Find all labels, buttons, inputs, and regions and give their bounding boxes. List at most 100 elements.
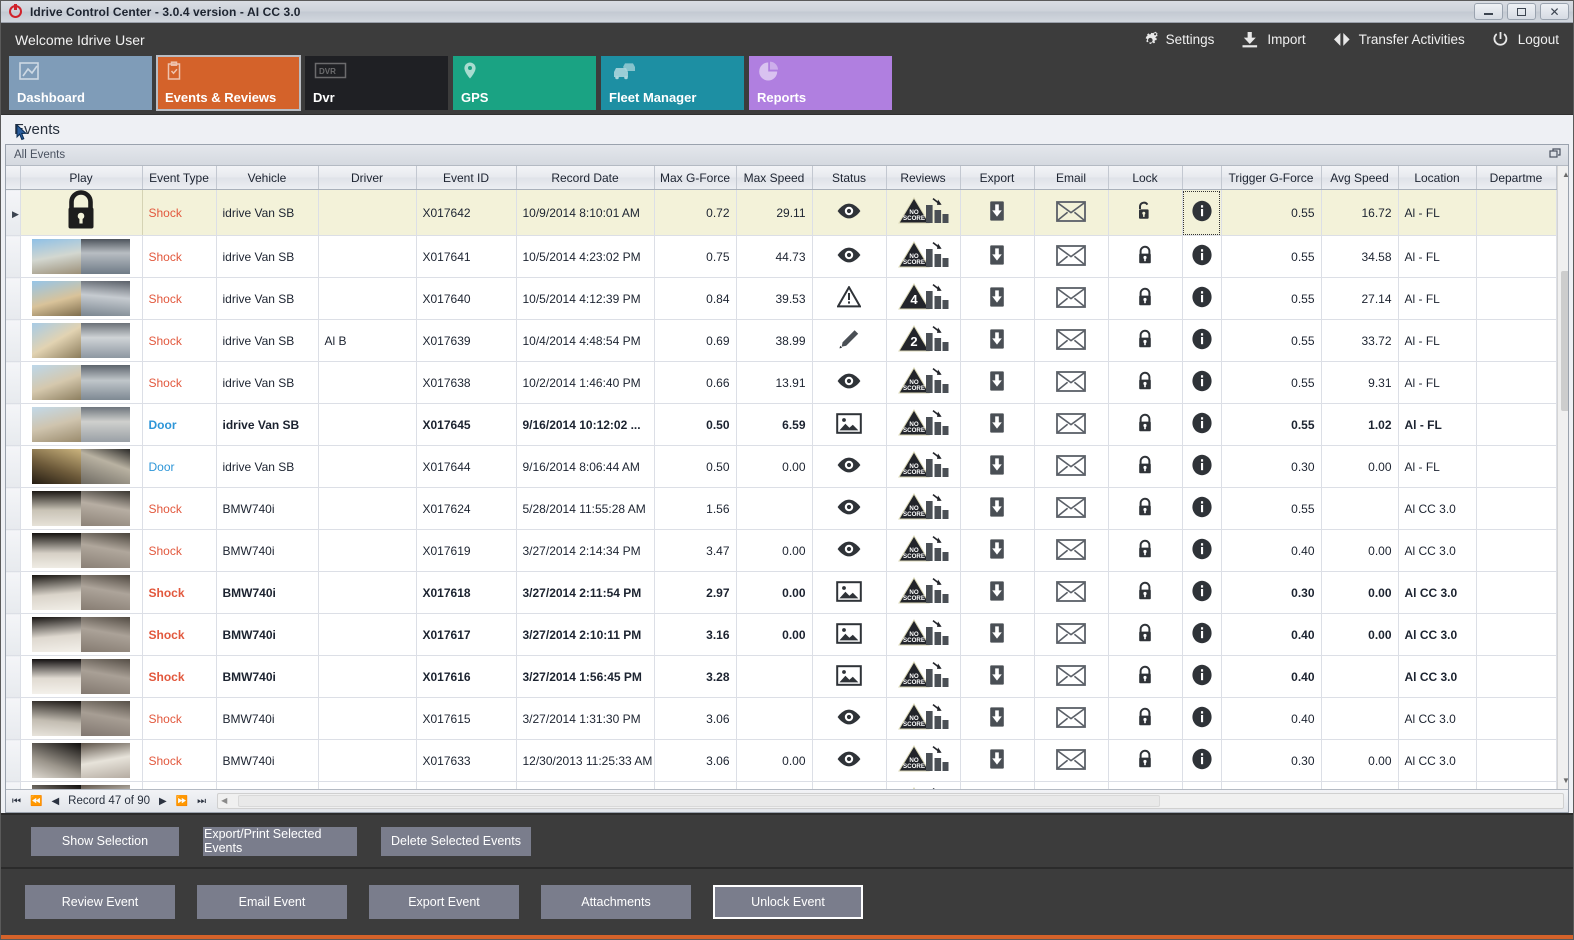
cell-email[interactable] (1034, 529, 1109, 572)
table-row[interactable]: Shock BMW740i X017633 12/30/2013 11:25:33 A… (6, 739, 1557, 782)
import-menu-item[interactable]: Import (1240, 31, 1306, 49)
cell-play[interactable] (20, 655, 143, 698)
info-icon[interactable] (1191, 244, 1213, 269)
cell-play[interactable] (20, 613, 143, 656)
review-event-button[interactable]: Review Event (25, 885, 175, 919)
th-reviews[interactable]: Reviews (886, 166, 961, 190)
email-envelope-icon[interactable] (1056, 664, 1086, 689)
lock-closed-icon[interactable] (1135, 455, 1155, 479)
cell-email[interactable] (1034, 487, 1109, 530)
th-event-type[interactable]: Event Type (142, 166, 217, 190)
cell-status[interactable] (812, 445, 887, 488)
table-row[interactable]: Shock BMW740i X017617 3/27/2014 2:10:11 PM 3… (6, 613, 1557, 656)
cell-status[interactable] (812, 319, 887, 362)
cell-lock[interactable] (1108, 319, 1183, 362)
info-icon[interactable] (1191, 538, 1213, 563)
export-print-selected-events-button[interactable]: Export/Print Selected Events (203, 826, 357, 856)
cell-email[interactable] (1034, 697, 1109, 740)
info-icon[interactable] (1191, 496, 1213, 521)
cell-info[interactable] (1182, 445, 1222, 488)
module-tab-gps[interactable]: GPS (453, 56, 596, 110)
info-icon[interactable] (1191, 454, 1213, 479)
info-icon[interactable] (1191, 200, 1213, 225)
export-download-icon[interactable] (986, 581, 1008, 605)
module-tab-dvr[interactable]: DVR Dvr (305, 56, 448, 110)
cell-info[interactable] (1182, 361, 1222, 404)
lock-closed-icon[interactable] (1135, 329, 1155, 353)
event-thumbnail[interactable] (31, 365, 131, 400)
table-row[interactable]: Door idrive Van SB X017644 9/16/2014 8:06:4… (6, 445, 1557, 488)
cell-play[interactable] (20, 189, 143, 236)
lock-open-icon[interactable] (1135, 201, 1155, 225)
eye-icon[interactable] (836, 709, 862, 729)
cell-export[interactable] (960, 189, 1035, 236)
email-envelope-icon[interactable] (1056, 328, 1086, 353)
row-indicator[interactable] (6, 739, 21, 782)
cell-lock[interactable] (1108, 277, 1183, 320)
row-indicator[interactable] (6, 529, 21, 572)
th-vehicle[interactable]: Vehicle (216, 166, 319, 190)
cell-lock[interactable] (1108, 529, 1183, 572)
unlock-event-button[interactable]: Unlock Event (713, 885, 863, 919)
email-envelope-icon[interactable] (1056, 200, 1086, 225)
lock-closed-icon[interactable] (1135, 665, 1155, 689)
cell-info[interactable] (1182, 529, 1222, 572)
row-indicator[interactable] (6, 319, 21, 362)
table-row[interactable]: ▶ Shock idrive Van SB X017642 10/9/2014 8:10… (6, 189, 1557, 236)
table-row[interactable]: Shock BMW740i X017619 3/27/2014 2:14:34 PM 3… (6, 529, 1557, 572)
image-icon[interactable] (836, 622, 862, 647)
review-score-icon[interactable]: NO SCORE (897, 493, 949, 525)
pager-first-button[interactable]: ⏮ (12, 795, 21, 807)
cell-status[interactable] (812, 487, 887, 530)
cell-lock[interactable] (1108, 235, 1183, 278)
row-indicator[interactable] (6, 571, 21, 614)
cell-email[interactable] (1034, 655, 1109, 698)
cell-status[interactable] (812, 571, 887, 614)
cell-status[interactable] (812, 361, 887, 404)
lock-closed-icon[interactable] (1135, 287, 1155, 311)
pencil-icon[interactable] (837, 330, 861, 353)
review-score-icon[interactable]: NO SCORE (897, 745, 949, 777)
export-download-icon[interactable] (986, 623, 1008, 647)
cell-status[interactable] (812, 235, 887, 278)
module-tab-reports[interactable]: Reports (749, 56, 892, 110)
export-download-icon[interactable] (986, 329, 1008, 353)
cell-email[interactable] (1034, 189, 1109, 236)
pager-prev-page-button[interactable]: ⏪ (30, 795, 43, 807)
email-envelope-icon[interactable] (1056, 748, 1086, 773)
event-thumbnail[interactable] (31, 575, 131, 610)
export-download-icon[interactable] (986, 707, 1008, 731)
event-thumbnail[interactable] (31, 491, 131, 526)
lock-closed-icon[interactable] (1135, 413, 1155, 437)
export-download-icon[interactable] (986, 455, 1008, 479)
scroll-left-icon[interactable]: ◀ (221, 796, 228, 805)
transfer-activities-menu-item[interactable]: Transfer Activities (1332, 31, 1465, 49)
info-icon[interactable] (1191, 580, 1213, 605)
cell-play[interactable] (20, 739, 143, 782)
cell-lock[interactable] (1108, 445, 1183, 488)
eye-icon[interactable] (836, 541, 862, 561)
cell-status[interactable] (812, 697, 887, 740)
row-indicator[interactable] (6, 235, 21, 278)
eye-icon[interactable] (836, 203, 862, 223)
table-row[interactable]: Shock idrive Van SB Al B X017639 10/4/2014 4… (6, 319, 1557, 362)
row-indicator[interactable] (6, 403, 21, 446)
cell-email[interactable] (1034, 277, 1109, 320)
cell-info[interactable] (1182, 655, 1222, 698)
event-thumbnail[interactable] (31, 701, 131, 736)
review-score-icon[interactable]: NO SCORE (897, 367, 949, 399)
table-row[interactable]: Door idrive Van SB X017645 9/16/2014 10:12:… (6, 403, 1557, 446)
cell-export[interactable] (960, 445, 1035, 488)
info-icon[interactable] (1191, 622, 1213, 647)
cell-info[interactable] (1182, 235, 1222, 278)
event-thumbnail[interactable] (31, 281, 131, 316)
cell-reviews[interactable]: 2 (886, 319, 961, 362)
scroll-up-icon[interactable]: ▲ (1558, 166, 1568, 183)
event-thumbnail[interactable] (31, 407, 131, 442)
hscroll-thumb[interactable] (238, 795, 1161, 807)
